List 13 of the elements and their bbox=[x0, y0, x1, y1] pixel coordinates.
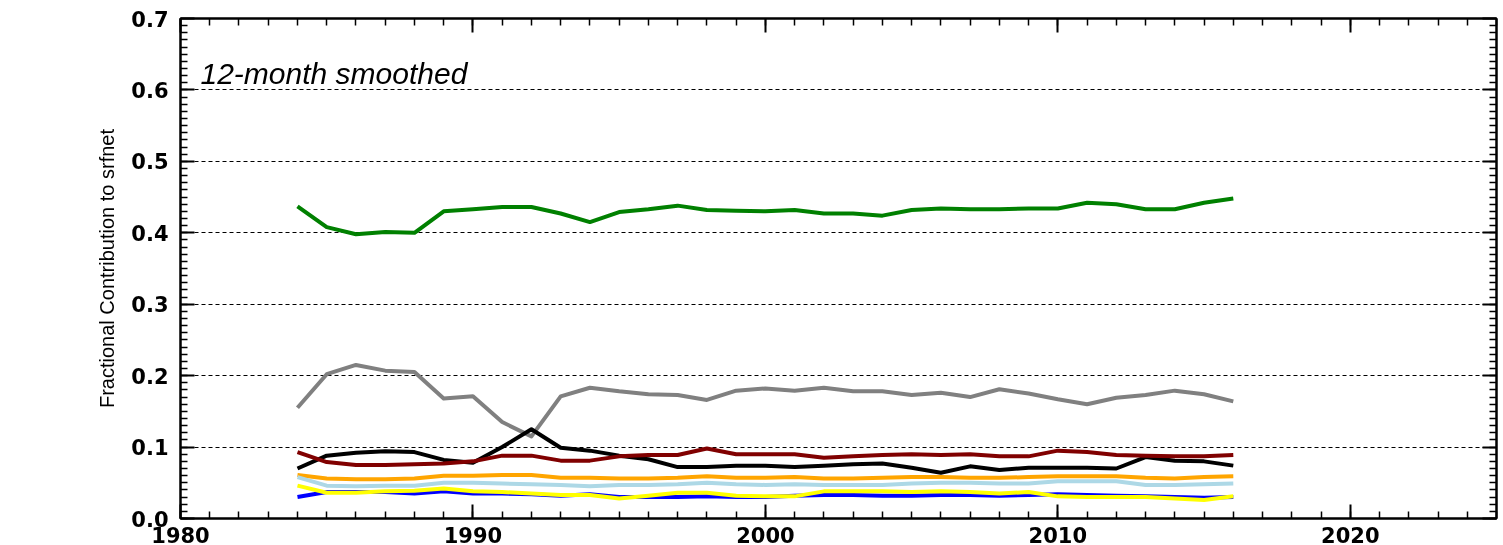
y-tick-label: 0.1 bbox=[131, 436, 169, 461]
y-tick-label: 0.6 bbox=[131, 78, 169, 103]
y-tick-label: 0.4 bbox=[131, 221, 169, 246]
y-axis-title: Fractional Contribution to srfnet bbox=[96, 128, 119, 409]
y-tick-label: 0.2 bbox=[131, 364, 169, 389]
x-tick-label: 2000 bbox=[736, 523, 795, 545]
y-tick-label: 0.3 bbox=[131, 293, 169, 318]
annotation: 12-month smoothed bbox=[200, 57, 469, 90]
x-tick-label: 1990 bbox=[443, 523, 503, 545]
y-tick-label: 0.5 bbox=[131, 150, 169, 175]
x-tick-label: 2010 bbox=[1028, 523, 1088, 545]
x-tick-label: 2020 bbox=[1321, 523, 1380, 545]
y-tick-label: 0.7 bbox=[131, 7, 169, 32]
